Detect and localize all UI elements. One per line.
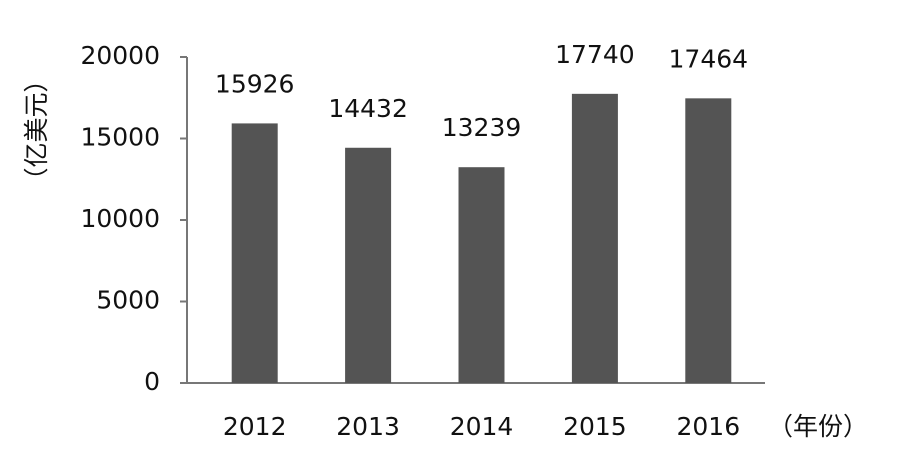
x-tick-label: 2015 bbox=[563, 412, 627, 441]
x-tick-label: 2012 bbox=[223, 412, 287, 441]
y-tick-label: 5000 bbox=[96, 286, 160, 315]
x-tick-label: 2016 bbox=[676, 412, 740, 441]
bar bbox=[231, 123, 278, 384]
bar bbox=[458, 167, 505, 383]
bar bbox=[571, 93, 618, 383]
value-label: 15926 bbox=[215, 69, 295, 98]
value-label: 14432 bbox=[328, 94, 408, 123]
value-label: 13239 bbox=[442, 113, 522, 142]
y-tick-label: 10000 bbox=[80, 204, 160, 233]
y-tick-label: 20000 bbox=[80, 41, 160, 70]
x-tick-label: 2013 bbox=[336, 412, 400, 441]
y-axis-label: （亿美元） bbox=[22, 67, 51, 192]
y-tick-label: 0 bbox=[144, 367, 160, 396]
y-tick-label: 15000 bbox=[80, 123, 160, 152]
bar bbox=[345, 147, 392, 383]
value-label: 17464 bbox=[669, 44, 749, 73]
x-tick-label: 2014 bbox=[450, 412, 514, 441]
bar bbox=[685, 98, 732, 384]
x-axis-label: （年份） bbox=[768, 412, 868, 441]
value-label: 17740 bbox=[555, 40, 635, 69]
